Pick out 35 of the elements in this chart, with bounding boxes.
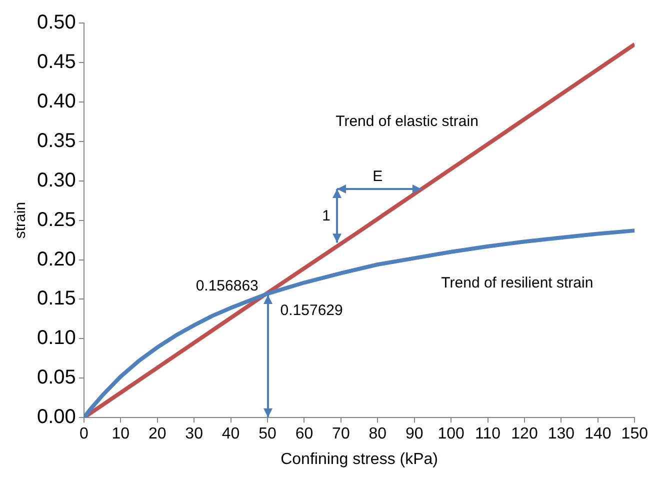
y-tick-label: 0.45: [36, 50, 76, 73]
annotation: Trend of resilient strain: [441, 274, 594, 292]
annotation: E: [372, 168, 383, 186]
x-tick-label: 110: [475, 426, 501, 443]
x-tick-label: 70: [332, 426, 350, 443]
annotation: 0.157629: [280, 302, 343, 320]
y-tick-label: 0.00: [36, 406, 76, 428]
y-tick-label: 0.05: [36, 366, 76, 389]
x-tick-label: 150: [621, 426, 648, 443]
x-tick-label: 40: [222, 426, 240, 443]
y-tick-label: 0.10: [36, 327, 76, 350]
y-tick-label: 0.20: [36, 248, 76, 270]
annotation: 1: [322, 207, 330, 224]
y-tick-label: 0.25: [36, 208, 76, 231]
annotation: 0.156863: [196, 278, 258, 295]
x-tick-label: 0: [79, 426, 88, 443]
x-tick-label: 80: [368, 426, 387, 443]
x-tick-label: 60: [295, 426, 314, 443]
x-tick-label: 90: [405, 426, 424, 443]
y-tick-label: 0.15: [36, 288, 76, 310]
x-tick-label: 20: [148, 426, 166, 443]
x-axis-title: Confining stress (kPa): [280, 450, 438, 468]
y-tick-label: 0.30: [36, 169, 76, 192]
x-tick-label: 30: [185, 426, 204, 443]
y-tick-label: 0.40: [36, 90, 76, 112]
y-tick-label: 0.35: [36, 130, 76, 152]
y-axis-title: strain: [12, 202, 30, 239]
y-tick-label: 0.50: [36, 12, 76, 34]
x-tick-label: 10: [112, 426, 130, 443]
x-tick-label: 140: [584, 426, 612, 443]
x-tick-label: 120: [511, 426, 538, 443]
x-tick-label: 130: [548, 426, 575, 443]
annotation: Trend of elastic strain: [336, 112, 478, 130]
x-tick-label: 100: [438, 426, 465, 443]
x-tick-label: 50: [258, 426, 276, 443]
